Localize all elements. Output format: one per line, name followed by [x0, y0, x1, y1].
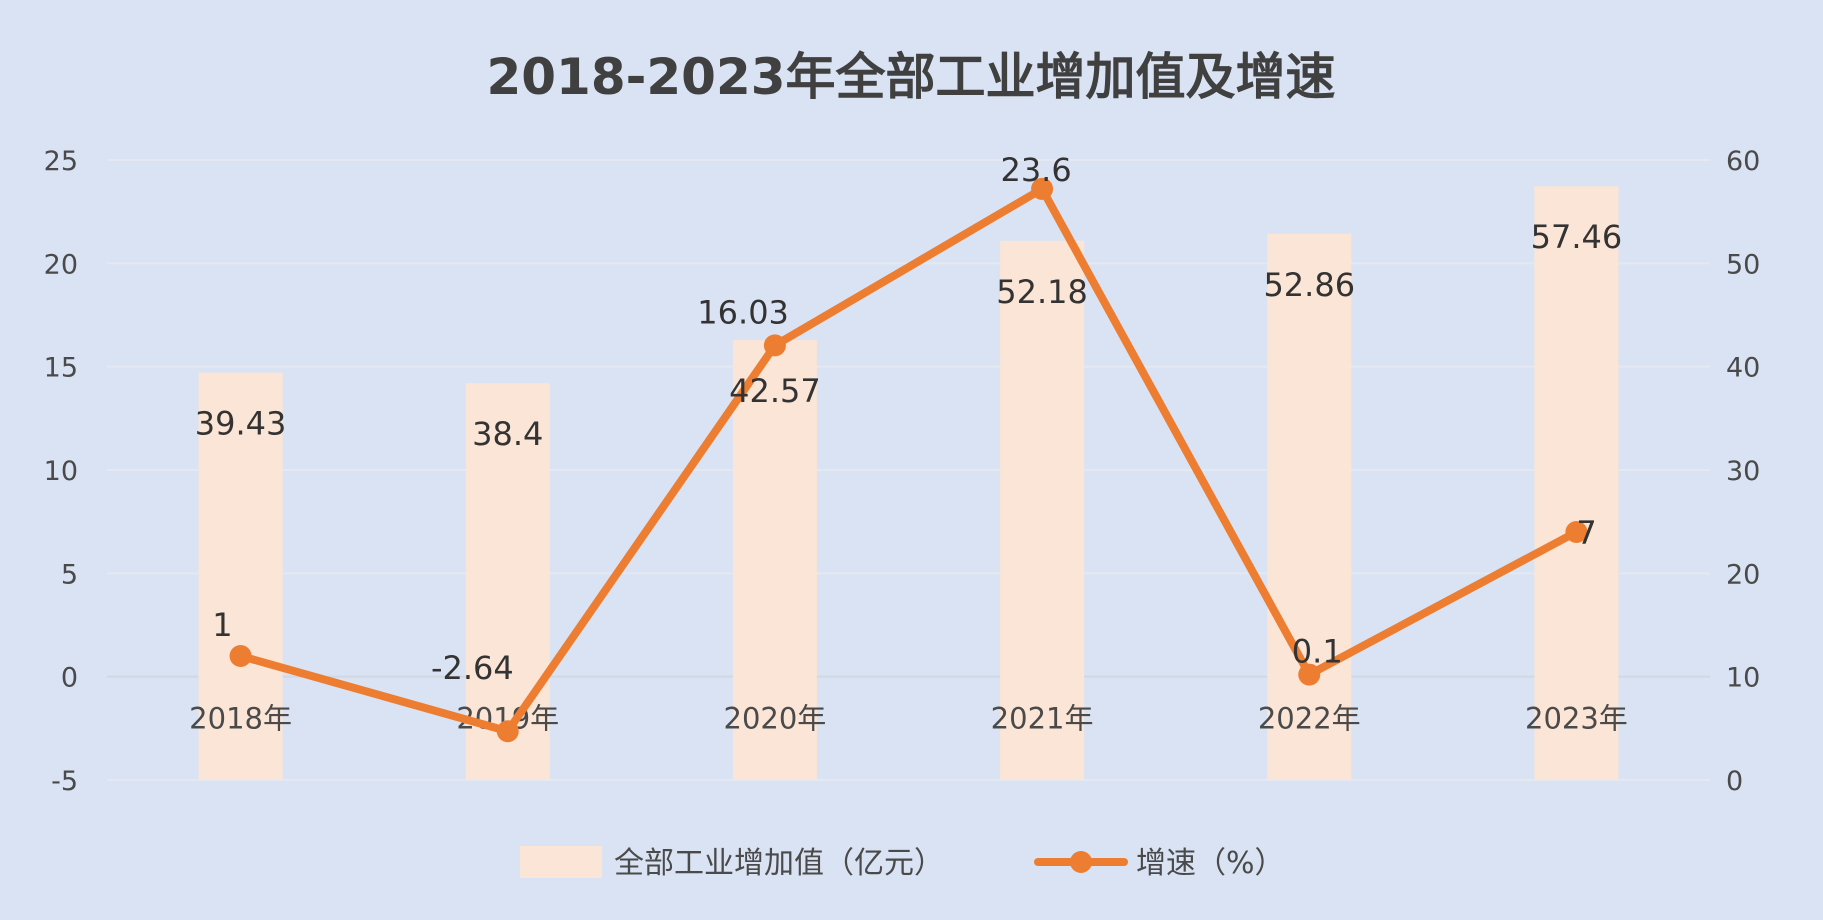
line-data-label: 7: [1576, 514, 1596, 552]
data-labels: 39.43 38.4 42.57 52.18 52.86 57.46 1 -2.64 16.03…: [195, 151, 1622, 687]
right-y-tick-label: 10: [1726, 663, 1760, 694]
line-point: [229, 645, 252, 667]
x-tick-label: 2018年: [189, 702, 292, 736]
x-tick-label: 2021年: [991, 702, 1094, 736]
bar: [1000, 240, 1085, 781]
line-data-label: 23.6: [1000, 151, 1071, 189]
bar-data-label: 39.43: [195, 405, 287, 443]
x-tick-label: 2022年: [1258, 702, 1361, 736]
right-y-tick-label: 50: [1726, 249, 1760, 280]
legend: 全部工业增加值（亿元） 增速（%）: [520, 846, 1285, 881]
bar-data-label: 38.4: [472, 415, 543, 453]
line-data-label: 1: [212, 606, 232, 644]
bar-data-label: 57.46: [1531, 218, 1623, 256]
x-tick-label: 2023年: [1525, 702, 1628, 736]
bar-data-label: 52.18: [996, 273, 1088, 311]
line-point: [1031, 177, 1054, 200]
right-y-tick-label: 40: [1726, 353, 1760, 384]
bar-series: [198, 186, 1619, 781]
line-data-label: 16.03: [697, 293, 789, 331]
bar: [732, 340, 817, 780]
left-y-tick-label: 15: [44, 353, 78, 384]
line-point: [763, 334, 786, 357]
left-y-axis: -5 0 5 10 15 20 25: [44, 146, 78, 797]
line-point: [1298, 663, 1321, 686]
x-axis: 2018年 2019年 2020年 2021年 2022年 2023年: [189, 702, 1628, 736]
line-series: [229, 177, 1588, 743]
legend-line-label: 增速（%）: [1136, 846, 1285, 881]
right-y-tick-label: 0: [1726, 766, 1743, 797]
bar: [1534, 186, 1619, 780]
left-y-tick-label: 5: [61, 559, 78, 590]
line-data-label: 0.1: [1292, 633, 1343, 671]
chart-title: 2018-2023年全部工业增加值及增速: [486, 48, 1335, 106]
right-y-tick-label: 60: [1726, 146, 1760, 177]
bar-data-label: 42.57: [729, 372, 821, 410]
bar: [1267, 233, 1352, 780]
left-y-tick-label: 0: [61, 663, 78, 694]
legend-line-marker: [1070, 851, 1092, 873]
right-y-axis: 0 10 20 30 40 50 60: [1726, 146, 1760, 797]
growth-line: [236, 184, 1581, 736]
bar: [198, 372, 283, 780]
legend-bar-label: 全部工业增加值（亿元）: [614, 846, 944, 881]
line-point: [1565, 521, 1588, 543]
bar-data-label: 52.86: [1263, 266, 1355, 304]
line-data-label: -2.64: [431, 649, 514, 687]
line-point: [496, 720, 519, 743]
left-y-tick-label: 10: [44, 456, 78, 487]
left-y-tick-label: -5: [51, 766, 78, 797]
x-tick-label: 2020年: [724, 702, 827, 736]
right-y-tick-label: 20: [1726, 559, 1760, 590]
legend-bar-swatch: [520, 846, 602, 878]
left-y-tick-label: 25: [44, 146, 78, 177]
bar: [465, 383, 550, 780]
right-y-tick-label: 30: [1726, 456, 1760, 487]
left-y-tick-label: 20: [44, 249, 78, 280]
